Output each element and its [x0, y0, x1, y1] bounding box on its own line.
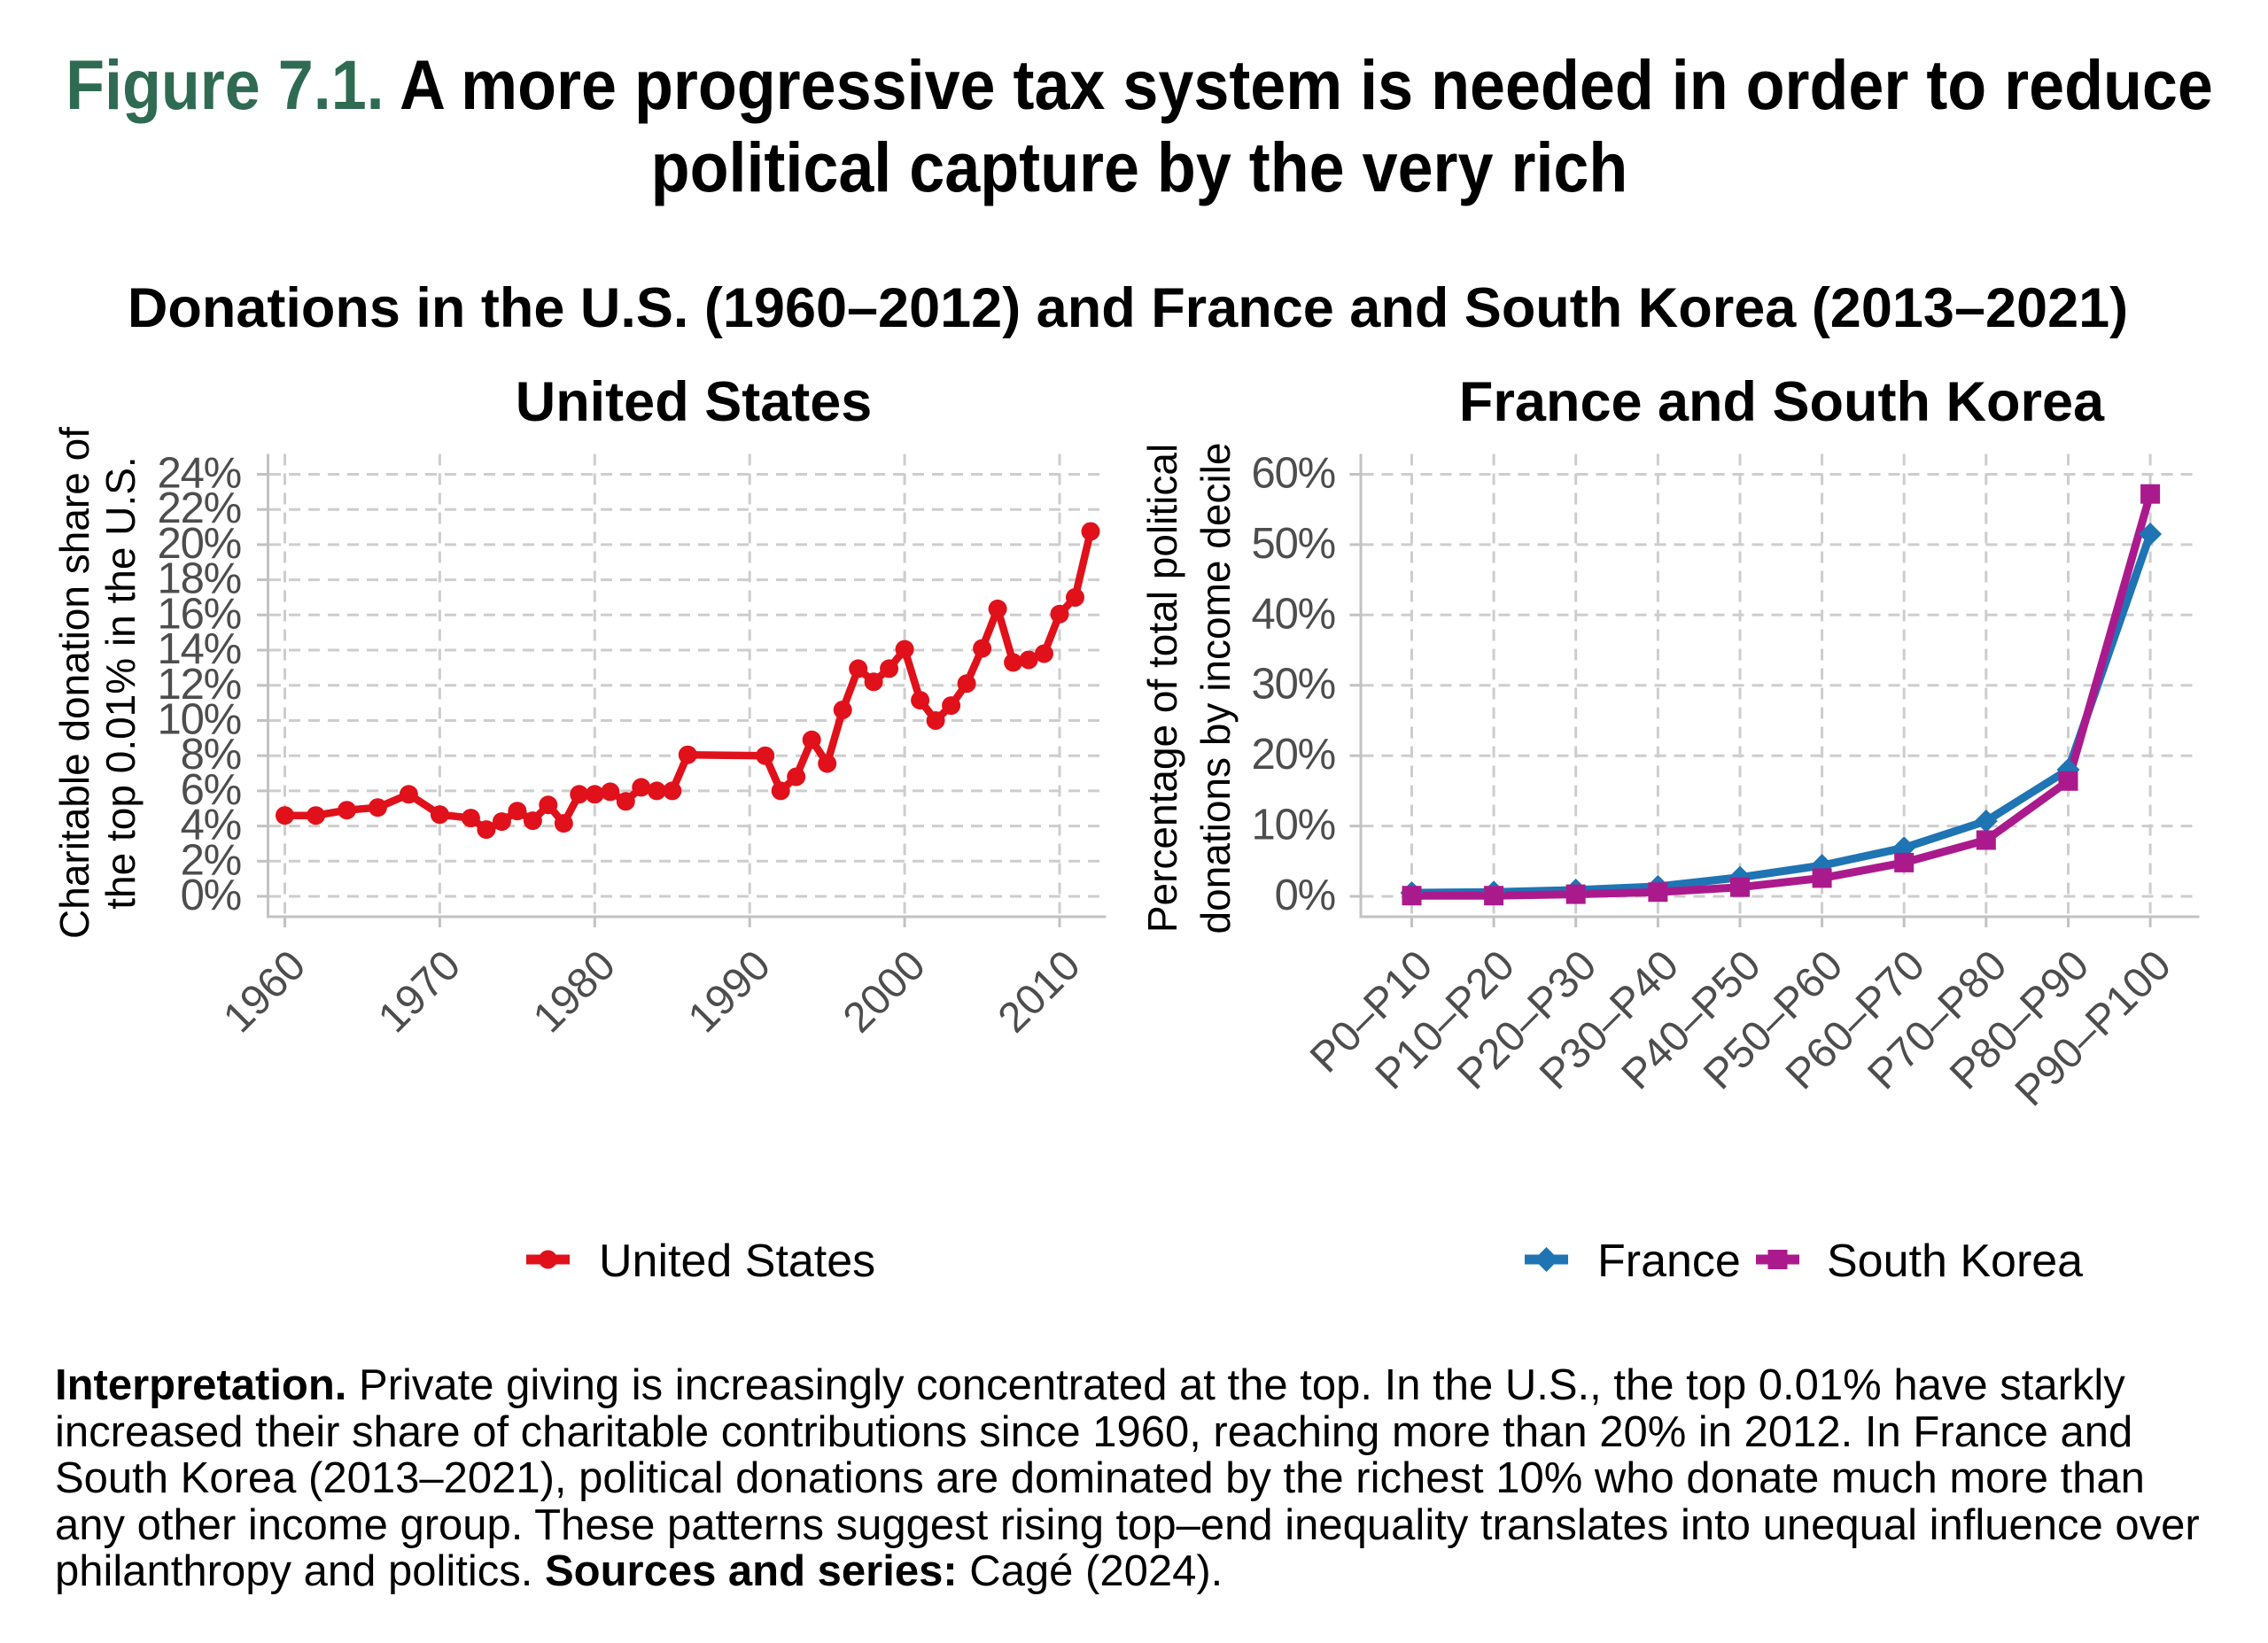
svg-text:24%: 24%	[158, 450, 241, 498]
svg-text:1980: 1980	[524, 942, 625, 1042]
svg-text:30%: 30%	[1252, 661, 1335, 709]
svg-text:10%: 10%	[1252, 802, 1335, 849]
svg-text:12%: 12%	[158, 661, 241, 709]
svg-text:2010: 2010	[990, 942, 1090, 1042]
svg-text:2%: 2%	[181, 836, 241, 884]
svg-text:16%: 16%	[158, 590, 241, 638]
svg-text:50%: 50%	[1252, 520, 1335, 568]
svg-text:6%: 6%	[181, 766, 241, 814]
svg-text:40%: 40%	[1252, 590, 1335, 638]
svg-text:4%: 4%	[181, 802, 241, 849]
svg-text:South Korea: South Korea	[1827, 1236, 2083, 1287]
svg-text:14%: 14%	[158, 625, 241, 673]
svg-text:22%: 22%	[158, 484, 241, 532]
svg-text:10%: 10%	[158, 696, 241, 744]
svg-text:2000: 2000	[835, 942, 935, 1042]
svg-text:18%: 18%	[158, 555, 241, 603]
svg-text:1960: 1960	[214, 942, 315, 1042]
svg-text:United States: United States	[599, 1236, 875, 1287]
svg-text:60%: 60%	[1252, 450, 1335, 498]
svg-text:France: France	[1597, 1236, 1741, 1287]
svg-text:8%: 8%	[181, 731, 241, 779]
svg-text:1990: 1990	[680, 942, 780, 1042]
svg-text:20%: 20%	[158, 520, 241, 568]
svg-text:20%: 20%	[1252, 731, 1335, 779]
svg-text:1970: 1970	[369, 942, 470, 1042]
svg-text:0%: 0%	[181, 872, 241, 919]
svg-text:0%: 0%	[1275, 872, 1335, 919]
